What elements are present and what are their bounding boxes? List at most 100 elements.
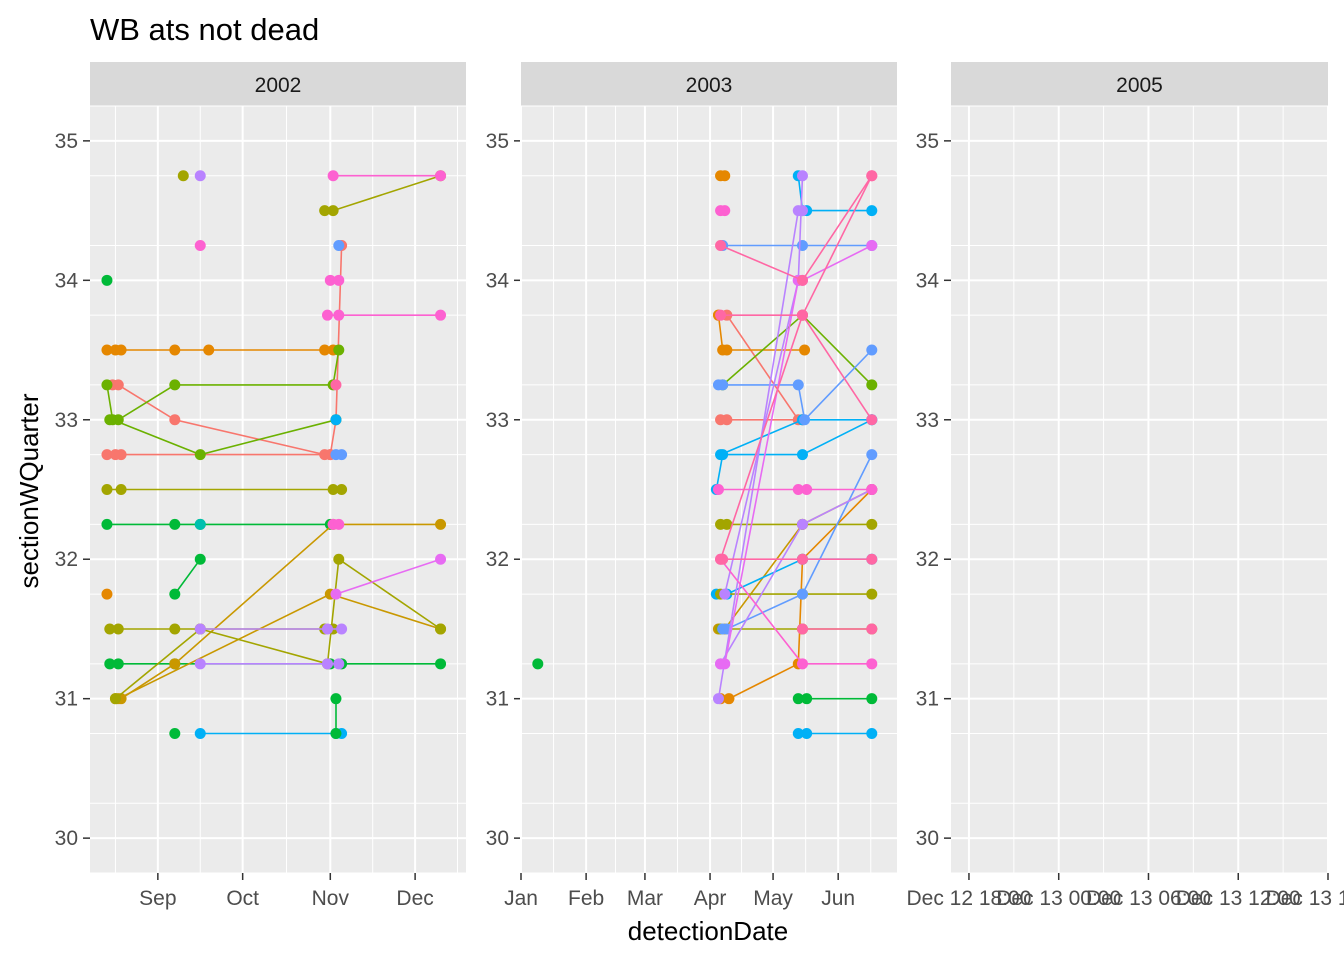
x-tick-label: Dec 13 06:00 — [1086, 887, 1211, 910]
series-line — [174, 558, 201, 595]
data-point — [866, 658, 878, 670]
x-tick-label: Dec 13 12:00 — [1176, 887, 1301, 910]
data-point — [866, 239, 878, 251]
data-point — [792, 379, 804, 391]
data-point — [194, 239, 206, 251]
data-point — [866, 170, 878, 182]
data-point — [866, 414, 878, 426]
data-point — [866, 623, 878, 635]
data-point — [321, 309, 333, 321]
data-point — [327, 170, 339, 182]
series-line — [715, 419, 873, 490]
data-point — [435, 553, 447, 565]
data-point — [796, 309, 808, 321]
data-point — [112, 379, 124, 391]
data-point — [177, 170, 189, 182]
data-point — [796, 553, 808, 565]
data-point — [169, 658, 181, 670]
x-axis-title: detectionDate — [628, 916, 788, 946]
data-point — [796, 274, 808, 286]
y-tick-label: 34 — [916, 269, 940, 292]
x-tick-label: Dec 13 18:00 — [1266, 887, 1344, 910]
y-tick-label: 30 — [916, 827, 939, 850]
data-point — [101, 518, 113, 530]
y-tick-label: 35 — [486, 130, 509, 153]
data-point — [866, 484, 878, 495]
data-point — [723, 693, 735, 705]
data-point — [101, 484, 113, 495]
data-point — [435, 623, 447, 635]
data-point — [194, 170, 206, 182]
data-point — [712, 484, 724, 495]
data-point — [719, 205, 731, 217]
data-point — [319, 205, 331, 217]
data-point — [435, 658, 447, 670]
data-point — [169, 728, 181, 740]
data-point — [866, 379, 878, 391]
data-point — [435, 170, 447, 182]
data-point — [112, 623, 124, 635]
data-point — [101, 449, 113, 461]
y-tick-label: 30 — [486, 827, 509, 850]
facet-strip-label: 2003 — [686, 74, 733, 97]
data-point — [715, 239, 727, 251]
data-point — [333, 274, 345, 286]
data-point — [796, 623, 808, 635]
x-tick-label: Jan — [504, 887, 538, 910]
data-point — [330, 588, 342, 600]
data-point — [321, 623, 333, 635]
data-point — [866, 518, 878, 530]
facet-strip — [951, 62, 1328, 106]
x-tick-label: Sep — [139, 887, 176, 910]
data-point — [194, 623, 206, 635]
data-point — [866, 344, 878, 356]
x-tick-label: Jun — [821, 887, 855, 910]
data-point — [333, 518, 345, 530]
series-line — [335, 558, 441, 595]
data-point — [169, 379, 181, 391]
data-point — [101, 379, 113, 391]
data-point — [721, 344, 733, 356]
data-point — [333, 239, 345, 251]
data-point — [717, 379, 729, 391]
data-point — [792, 484, 804, 495]
y-tick-label: 34 — [486, 269, 510, 292]
data-point — [866, 693, 878, 705]
data-point — [321, 658, 333, 670]
data-point — [324, 274, 336, 286]
data-point — [330, 728, 342, 740]
data-point — [799, 344, 811, 356]
data-point — [866, 449, 878, 461]
data-point — [796, 518, 808, 530]
y-tick-label: 34 — [55, 269, 79, 292]
data-point — [336, 449, 348, 461]
y-tick-label: 33 — [55, 409, 78, 432]
data-point — [194, 449, 206, 461]
y-tick-label: 32 — [486, 548, 509, 571]
data-point — [333, 658, 345, 670]
data-point — [719, 170, 731, 182]
data-point — [719, 658, 731, 670]
data-point — [866, 205, 878, 217]
facet-strip-label: 2002 — [255, 74, 302, 97]
data-point — [101, 274, 113, 286]
data-point — [104, 414, 116, 426]
data-point — [333, 344, 345, 356]
chart-title: WB ats not dead — [90, 12, 319, 47]
data-point — [792, 693, 804, 705]
panel-background — [951, 106, 1328, 873]
data-point — [796, 205, 808, 217]
facet-panel-2003: 2003 30 31 32 33 34 35 Jan Feb Mar Apr May Jun — [486, 62, 897, 910]
x-tick-label: Feb — [568, 887, 604, 910]
x-tick-label: Nov — [312, 887, 350, 910]
x-tick-label: Oct — [226, 887, 259, 910]
x-tick-label: May — [753, 887, 793, 910]
data-point — [330, 693, 342, 705]
data-layer — [532, 170, 878, 740]
facet-strip — [521, 62, 897, 106]
data-point — [327, 205, 339, 217]
data-point — [333, 309, 345, 321]
data-point — [721, 518, 733, 530]
